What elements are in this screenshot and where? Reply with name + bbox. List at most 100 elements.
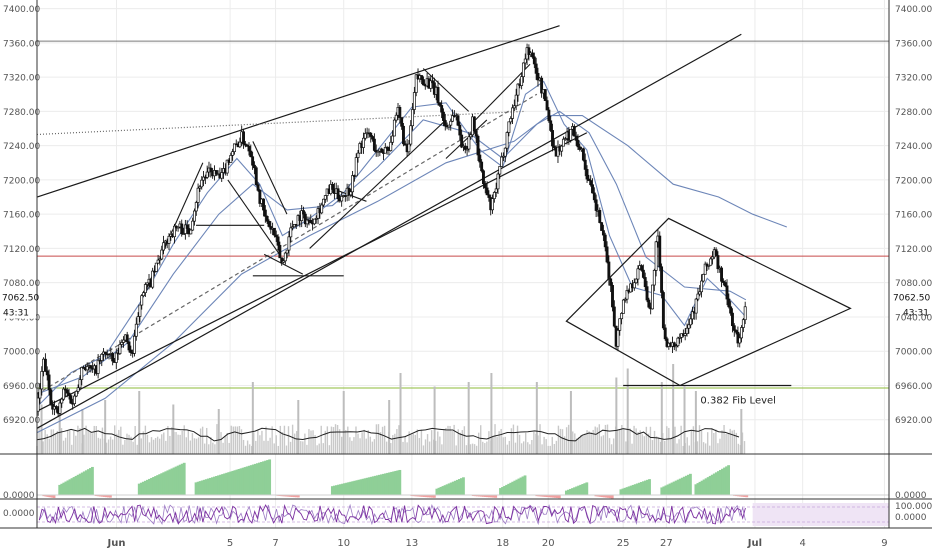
histogram-bar (96, 495, 100, 497)
histogram-bar (553, 495, 557, 498)
histogram-bar (108, 495, 112, 498)
histogram-bar (670, 482, 674, 495)
histogram-bar (262, 461, 265, 495)
histogram-bar (349, 481, 353, 495)
histogram-bar (424, 495, 428, 498)
histogram-bar (206, 478, 210, 495)
histogram-bar (296, 495, 300, 498)
candle-body (509, 118, 513, 123)
histogram-bar (292, 495, 296, 498)
candle-body (485, 187, 489, 196)
candle-body (569, 128, 573, 141)
candle-body (67, 392, 71, 396)
histogram-bar (569, 488, 572, 495)
candle-body (43, 358, 47, 372)
histogram-bar (706, 477, 710, 495)
candle-body (403, 143, 407, 146)
histogram-bar (712, 473, 716, 495)
histogram-bar (365, 477, 369, 495)
candle-body (343, 195, 347, 197)
candle-body (652, 270, 656, 286)
candle-body (536, 72, 540, 81)
candle-body (420, 75, 424, 80)
histogram-bar (204, 479, 208, 495)
candle-body (320, 204, 324, 214)
candle-body (129, 349, 133, 353)
candle-body (409, 125, 413, 145)
trendline (36, 110, 526, 136)
candle-body (140, 295, 144, 306)
candle-body (62, 388, 66, 400)
histogram-bar (339, 484, 342, 495)
histogram-bar (573, 487, 576, 495)
histogram-bar (72, 477, 76, 495)
candle-body (480, 161, 484, 172)
histogram-bar (160, 473, 164, 495)
histogram-bar (581, 484, 585, 495)
histogram-bar (499, 488, 502, 495)
candle-body (594, 199, 598, 211)
candle-body (73, 395, 76, 404)
candle-body (85, 366, 89, 371)
candle-body (501, 155, 505, 158)
candle-body (683, 333, 687, 336)
histogram-bar (435, 488, 439, 495)
candle-body (729, 306, 733, 314)
histogram-bar (475, 495, 479, 497)
candle-body (303, 213, 307, 225)
histogram-bar (98, 495, 102, 497)
histogram-bar (154, 476, 157, 495)
candle-body (556, 146, 560, 157)
histogram-bar (398, 469, 402, 495)
histogram-bar (42, 495, 46, 497)
histogram-bar (82, 471, 86, 495)
candle-body (532, 56, 536, 65)
histogram-bar (178, 464, 182, 495)
candle-body (154, 262, 158, 272)
histogram-bar (585, 482, 589, 495)
histogram-bar (386, 472, 389, 495)
candle-body (514, 94, 518, 107)
histogram-bar (217, 475, 220, 495)
histogram-bar (202, 479, 206, 495)
histogram-bar (608, 495, 612, 499)
price-tick-right: 7400.00 (895, 5, 932, 15)
histogram-bar (702, 479, 706, 495)
histogram-bar (511, 481, 515, 495)
candle-body (500, 156, 504, 167)
candle-body (511, 107, 514, 119)
candle-body (285, 249, 289, 254)
candle-body (376, 150, 380, 153)
oscillator-axis-label-right: 100.0000 (895, 502, 932, 512)
candle-body (447, 124, 451, 128)
histogram-bar (76, 474, 80, 495)
date-tick-label: 7 (272, 538, 278, 549)
histogram-bar (245, 466, 249, 495)
histogram-bar (50, 495, 54, 498)
candle-body (336, 188, 340, 200)
candle-body (600, 222, 604, 231)
histogram-bar (412, 495, 416, 497)
candle-body (267, 220, 271, 227)
histogram-bar (66, 480, 70, 495)
candle-body (209, 167, 213, 172)
candle-body (229, 155, 233, 163)
oscillator-panel (37, 503, 889, 526)
candle-body (476, 135, 480, 156)
histogram-bar (369, 476, 373, 495)
histogram-bar (88, 468, 92, 495)
candle-body (620, 313, 624, 320)
histogram-bar (266, 460, 270, 495)
histogram-panel (37, 459, 889, 499)
candle-body (551, 130, 554, 147)
histogram-bar (416, 495, 420, 497)
candle-body (265, 215, 269, 222)
candle-body (60, 398, 64, 404)
price-tick-right: 6960.00 (895, 382, 932, 392)
histogram-bar (330, 486, 334, 495)
candle-body (734, 330, 738, 333)
candle-body (643, 277, 647, 288)
histogram-bar (602, 495, 606, 498)
histogram-bar (294, 495, 298, 498)
